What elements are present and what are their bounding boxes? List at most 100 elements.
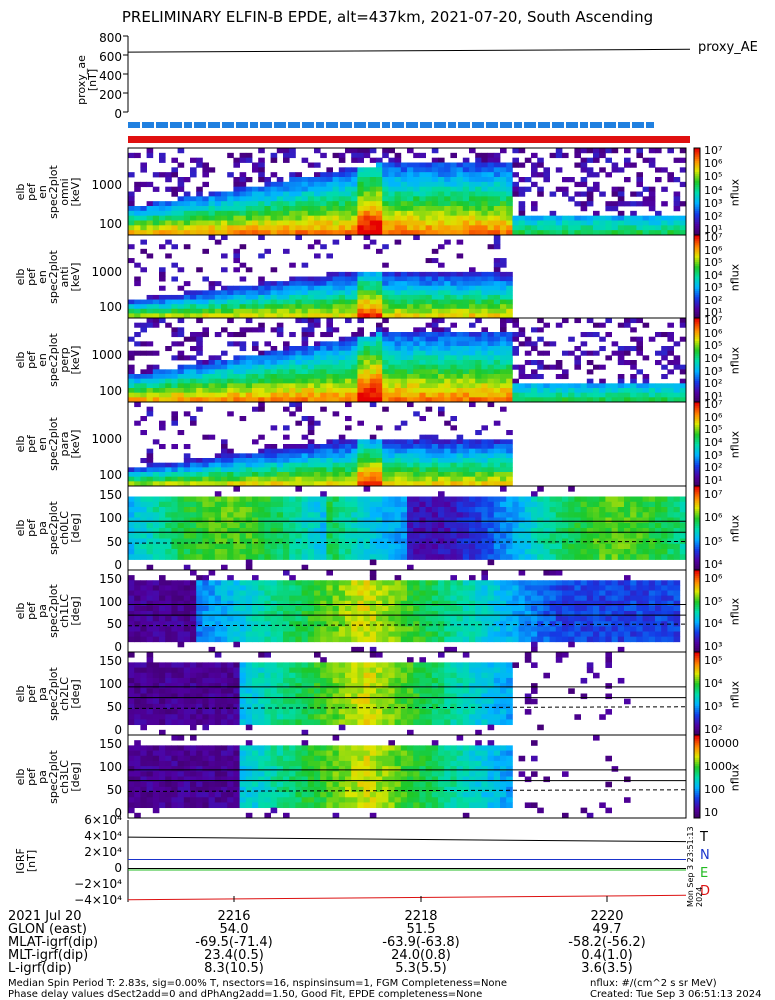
spectrogram-cell bbox=[444, 462, 451, 468]
science-zone-segment bbox=[448, 122, 456, 128]
spectrogram-cell bbox=[475, 383, 482, 389]
spectrogram-cell bbox=[165, 616, 172, 622]
spectrogram-cell bbox=[196, 350, 203, 356]
spectrogram-cell bbox=[611, 167, 619, 173]
spectrogram-cell bbox=[642, 554, 650, 560]
spectrogram-cell bbox=[202, 360, 209, 366]
spectrogram-cell bbox=[208, 590, 216, 597]
spectrogram-cell bbox=[450, 346, 457, 352]
spectrogram-cell bbox=[481, 383, 488, 389]
spectrogram-cell bbox=[369, 210, 377, 217]
spectrogram-cell bbox=[332, 350, 340, 356]
spectrogram-cell bbox=[419, 369, 426, 375]
spectrogram-cell bbox=[506, 378, 513, 384]
spectrogram-cell bbox=[500, 318, 507, 324]
spectrogram-cell bbox=[487, 522, 495, 529]
spectrogram-cell bbox=[320, 294, 327, 300]
spectrogram-cell bbox=[394, 501, 402, 508]
spectrogram-cell bbox=[487, 172, 495, 178]
spectrogram-cell bbox=[599, 501, 606, 508]
spectrogram-cell bbox=[332, 476, 340, 482]
spectrogram-cell bbox=[326, 181, 333, 188]
spectrogram-cell bbox=[450, 304, 457, 310]
spectrogram-cell bbox=[326, 206, 333, 212]
spectrogram-cell bbox=[599, 392, 606, 398]
spectrogram-cell bbox=[227, 196, 234, 202]
spectrogram-cell bbox=[655, 230, 662, 236]
spectrogram-cell bbox=[506, 364, 513, 370]
spectrogram-cell bbox=[239, 172, 247, 178]
spectrogram-cell bbox=[351, 346, 358, 352]
spectrogram-cell bbox=[177, 533, 185, 539]
spectrogram-cell bbox=[345, 467, 352, 473]
spectrogram-cell bbox=[301, 364, 309, 370]
spectrogram-cell bbox=[301, 501, 309, 508]
spectrogram-cell bbox=[239, 378, 247, 384]
spectrogram-cell bbox=[376, 533, 383, 539]
spectrogram-cell bbox=[586, 383, 594, 389]
spectrogram-cell bbox=[320, 512, 327, 518]
spectrogram-cell bbox=[165, 631, 172, 638]
spectrogram-cell bbox=[221, 517, 228, 524]
spectrogram-cell bbox=[382, 294, 389, 300]
spectrogram-cell bbox=[283, 201, 290, 207]
spectrogram-cell bbox=[555, 512, 563, 518]
spectrogram-cell bbox=[586, 148, 594, 154]
spectrogram-cell bbox=[221, 496, 228, 503]
spectrogram-cell bbox=[128, 374, 135, 380]
spectrogram-cell bbox=[481, 397, 488, 403]
spectrogram-cell bbox=[134, 626, 141, 632]
spectrogram-cell bbox=[165, 322, 172, 328]
spectrogram-cell bbox=[648, 533, 656, 539]
spectrogram-cell bbox=[252, 191, 259, 197]
pitch-angle-spectrogram-0 bbox=[127, 485, 687, 571]
spectrogram-cell bbox=[580, 225, 588, 231]
spectrogram-cell bbox=[475, 225, 482, 231]
spectrogram-cell bbox=[667, 533, 674, 539]
spectrogram-cell bbox=[413, 152, 420, 159]
spectrogram-cell bbox=[320, 201, 327, 207]
spectrogram-cell bbox=[320, 225, 327, 231]
spectrogram-cell bbox=[177, 230, 185, 236]
spectrogram-cell bbox=[376, 322, 383, 328]
spectrogram-cell bbox=[270, 230, 278, 236]
spectrogram-cell bbox=[326, 472, 333, 478]
spectrogram-cell bbox=[636, 191, 643, 197]
spectrogram-cell bbox=[462, 281, 470, 287]
spectrogram-cell bbox=[227, 364, 234, 370]
spectrogram-cell bbox=[202, 626, 209, 632]
spectrogram-cell bbox=[475, 191, 482, 197]
spectrogram-cell bbox=[276, 332, 284, 338]
spectrogram-cell bbox=[345, 290, 352, 296]
spectrogram-cell bbox=[264, 517, 271, 524]
spectrogram-cell bbox=[500, 453, 507, 459]
spectrogram-cell bbox=[555, 364, 563, 370]
spectrogram-cell bbox=[388, 281, 395, 287]
spectrogram-cell bbox=[438, 181, 445, 188]
spectrogram-cell bbox=[307, 590, 315, 597]
spectrogram-cell bbox=[413, 210, 420, 217]
spectrogram-cell bbox=[202, 522, 209, 529]
spectrogram-cell bbox=[487, 543, 495, 550]
spectrogram-cell bbox=[221, 501, 228, 508]
spectrogram-cell bbox=[487, 341, 495, 347]
spectrogram-cell bbox=[276, 580, 284, 586]
spectrogram-cell bbox=[518, 397, 526, 403]
spectrogram-cell bbox=[221, 590, 228, 597]
spectrogram-cell bbox=[648, 517, 656, 524]
spectrogram-cell bbox=[661, 230, 668, 236]
spectrogram-cell bbox=[202, 501, 209, 508]
spectrogram-cell bbox=[214, 476, 222, 482]
spectrogram-cell bbox=[369, 350, 377, 356]
spectrogram-cell bbox=[407, 402, 414, 408]
spectrogram-cell bbox=[289, 378, 296, 384]
spectrogram-cell bbox=[549, 538, 557, 545]
spectrogram-cell bbox=[475, 448, 482, 454]
spectrogram-cell bbox=[661, 350, 668, 356]
spectrogram-cell bbox=[252, 294, 259, 300]
spectrogram-cell bbox=[283, 517, 290, 524]
spectrogram-cell bbox=[413, 177, 420, 183]
science-zone-segment bbox=[524, 122, 536, 128]
spectrogram-cell bbox=[487, 360, 495, 366]
spectrogram-cell bbox=[425, 322, 433, 328]
